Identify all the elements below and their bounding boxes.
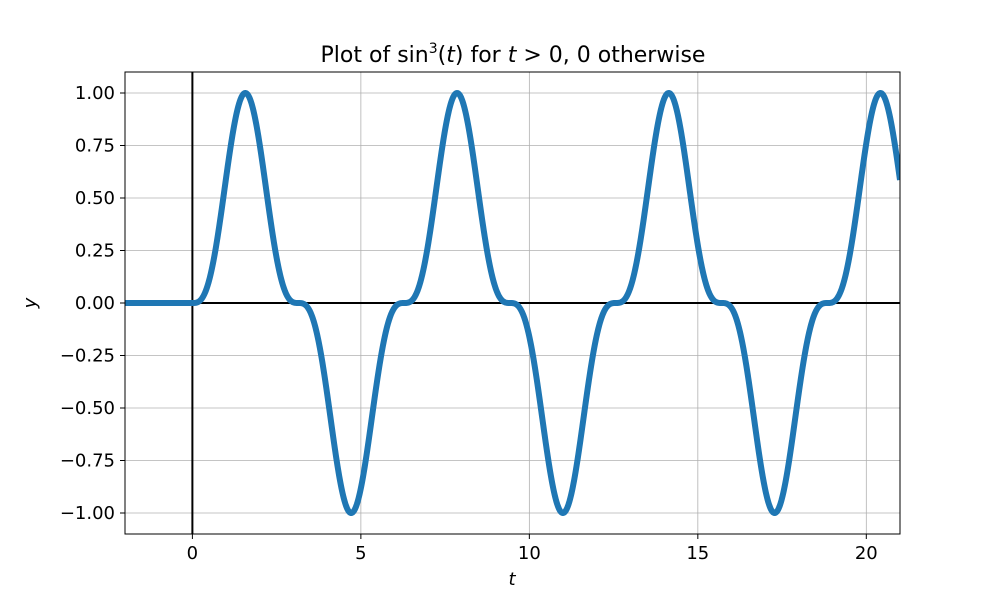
y-tick-label: −0.75 (60, 451, 115, 472)
y-tick-label: −1.00 (60, 503, 115, 524)
x-tick-label: 20 (855, 543, 878, 564)
y-axis-label: y (20, 297, 41, 309)
x-tick-label: 5 (355, 543, 366, 564)
x-axis-ticks: 0 5 10 15 20 (187, 534, 878, 564)
x-tick-label: 15 (686, 543, 709, 564)
y-tick-label: 0.25 (75, 241, 115, 262)
y-tick-label: 1.00 (75, 83, 115, 104)
y-axis-ticks: −1.00 −0.75 −0.50 −0.25 0.00 0.25 0.50 0.75 1.00 (60, 83, 125, 524)
y-tick-label: 0.75 (75, 136, 115, 157)
y-tick-label: 0.50 (75, 188, 115, 209)
chart-title: Plot of sin3(t) for t > 0, 0 otherwise (321, 41, 706, 68)
x-axis-label: t (508, 569, 516, 590)
series-line (125, 90, 900, 516)
y-tick-label: −0.25 (60, 346, 115, 367)
series (125, 90, 900, 516)
x-tick-label: 0 (187, 543, 198, 564)
y-tick-label: −0.50 (60, 398, 115, 419)
x-tick-label: 10 (518, 543, 541, 564)
y-tick-label: 0.00 (75, 293, 115, 314)
